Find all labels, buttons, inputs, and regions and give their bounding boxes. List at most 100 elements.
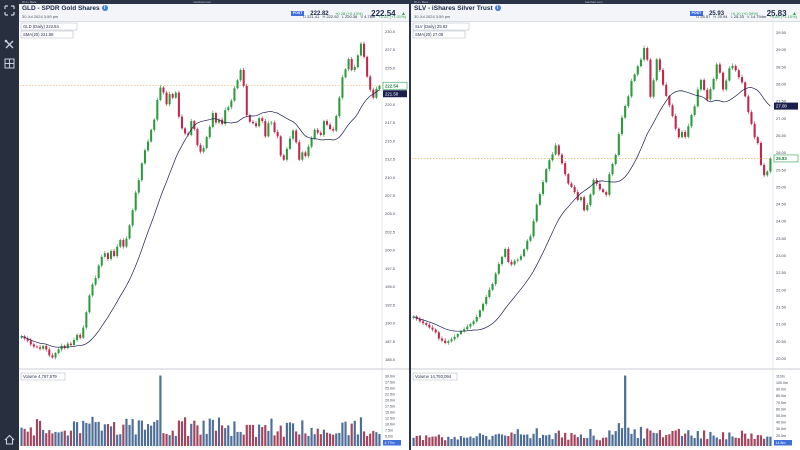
interval-label[interactable]: W d • Bars [22, 0, 37, 4]
candle-body [680, 132, 684, 138]
volume-bar [661, 437, 665, 446]
price-tick-label: 24.50 [776, 202, 787, 207]
candle-body [97, 265, 100, 278]
symbol-title[interactable]: GLD - SPDR Gold Shares i [22, 5, 108, 12]
candle-body [341, 77, 344, 98]
tools-icon[interactable] [3, 38, 16, 51]
volume-bar [447, 436, 450, 446]
high-value: 222.92 [326, 14, 339, 19]
volume-bar [431, 436, 434, 446]
volume-bar [734, 437, 737, 446]
volume-bar [579, 434, 583, 446]
expand-icon[interactable] [3, 4, 16, 17]
candle-body [202, 148, 205, 152]
volume-bar [693, 438, 696, 446]
candle-body [270, 122, 273, 124]
candle-body [636, 66, 639, 75]
symbol-title[interactable]: SLV - iShares Silver Trust i [414, 5, 501, 12]
candle-body [548, 160, 551, 170]
home-icon[interactable] [3, 433, 16, 446]
volume-bars [20, 375, 381, 446]
volume-bar [26, 431, 29, 446]
post-market-badge: POST [291, 11, 304, 17]
candle-body [557, 145, 560, 155]
volume-bar [478, 433, 481, 446]
volume-bar [497, 433, 500, 446]
volume-bar [128, 424, 131, 446]
candle-body [728, 68, 731, 81]
candle-body [375, 88, 378, 98]
price-tick-label: 185.0 [385, 357, 396, 362]
volume-bar [586, 438, 589, 446]
volume-bar [230, 435, 233, 446]
volume-bar [131, 419, 134, 446]
candle-body [140, 163, 143, 181]
candle-body [69, 343, 72, 346]
price-tick-label: 215.0 [385, 138, 396, 143]
post-market-change: +0.28 (+0.13%) [335, 11, 363, 17]
price-tick-label: 207.5 [385, 193, 396, 198]
candle-body [322, 121, 325, 135]
candle-body [513, 260, 516, 265]
candle-body [258, 118, 261, 127]
info-icon[interactable]: i [101, 5, 108, 12]
layout-icon[interactable] [3, 57, 16, 70]
candle-body [42, 345, 45, 349]
candle-body [608, 174, 611, 195]
volume-last-tag [774, 440, 792, 446]
candle-body [630, 80, 633, 97]
candle-body [128, 225, 131, 239]
volume-bar [310, 427, 313, 446]
price-tick-label: 28.00 [776, 82, 787, 87]
volume-bar [557, 430, 560, 446]
candle-body [48, 349, 51, 356]
candle-body [469, 324, 472, 327]
slv-chart[interactable]: 29.50 29.00 28.50 28.00 27.50 27.00 26.50 26.00… [411, 22, 800, 450]
chart-panel-gld[interactable]: W d • Bars barchart.com GLD - SPDR Gold … [19, 0, 409, 450]
volume-bar [205, 433, 208, 446]
candle-body [747, 96, 750, 113]
volume-bar [353, 420, 356, 446]
candle-body [437, 332, 440, 339]
candle-body [79, 334, 82, 338]
volume-bar [415, 435, 418, 446]
last-price-tag [382, 81, 408, 90]
info-icon[interactable]: i [494, 5, 501, 12]
candle-body [66, 343, 69, 349]
volume-bar [221, 425, 224, 446]
candle-body [737, 70, 740, 78]
volume-bar [456, 439, 459, 446]
low-label: L [341, 14, 344, 19]
volume-bar [91, 416, 94, 446]
volume-bar [233, 421, 236, 446]
candle-body [551, 154, 554, 161]
volume-bar [122, 424, 125, 446]
volume-bar [208, 418, 211, 446]
candle-body [91, 284, 94, 296]
volume-bar [236, 431, 239, 446]
volume-bar [251, 424, 255, 446]
volume-tick-label: 70.0m [776, 401, 786, 405]
candle-body [500, 256, 504, 265]
candle-body [153, 119, 156, 130]
volume-bar [199, 434, 202, 446]
volume-bar [183, 417, 187, 446]
volume-bar [372, 430, 375, 446]
interval-label[interactable]: W d • Bars [414, 0, 429, 4]
candle-body [301, 152, 304, 160]
candle-body [504, 249, 507, 257]
candle-body [497, 264, 500, 274]
candle-body [100, 256, 103, 266]
volume-bar [165, 433, 168, 446]
gld-chart[interactable]: 230.0227.5225.0222.5220.0217.5215.0212.5… [19, 22, 409, 450]
candle-body [54, 353, 57, 358]
candle-body [159, 87, 162, 100]
volume-tick-label: 80.0m [776, 394, 786, 398]
chart-panel-slv[interactable]: W d • Bars barchart.com SLV - iShares Si… [409, 0, 800, 450]
volume-label: V [746, 14, 750, 19]
candle-body [428, 324, 431, 328]
low-label: L [730, 14, 733, 19]
price-tick-label: 195.0 [385, 284, 396, 289]
volume-bar [699, 438, 703, 446]
volume-bar [366, 435, 369, 446]
